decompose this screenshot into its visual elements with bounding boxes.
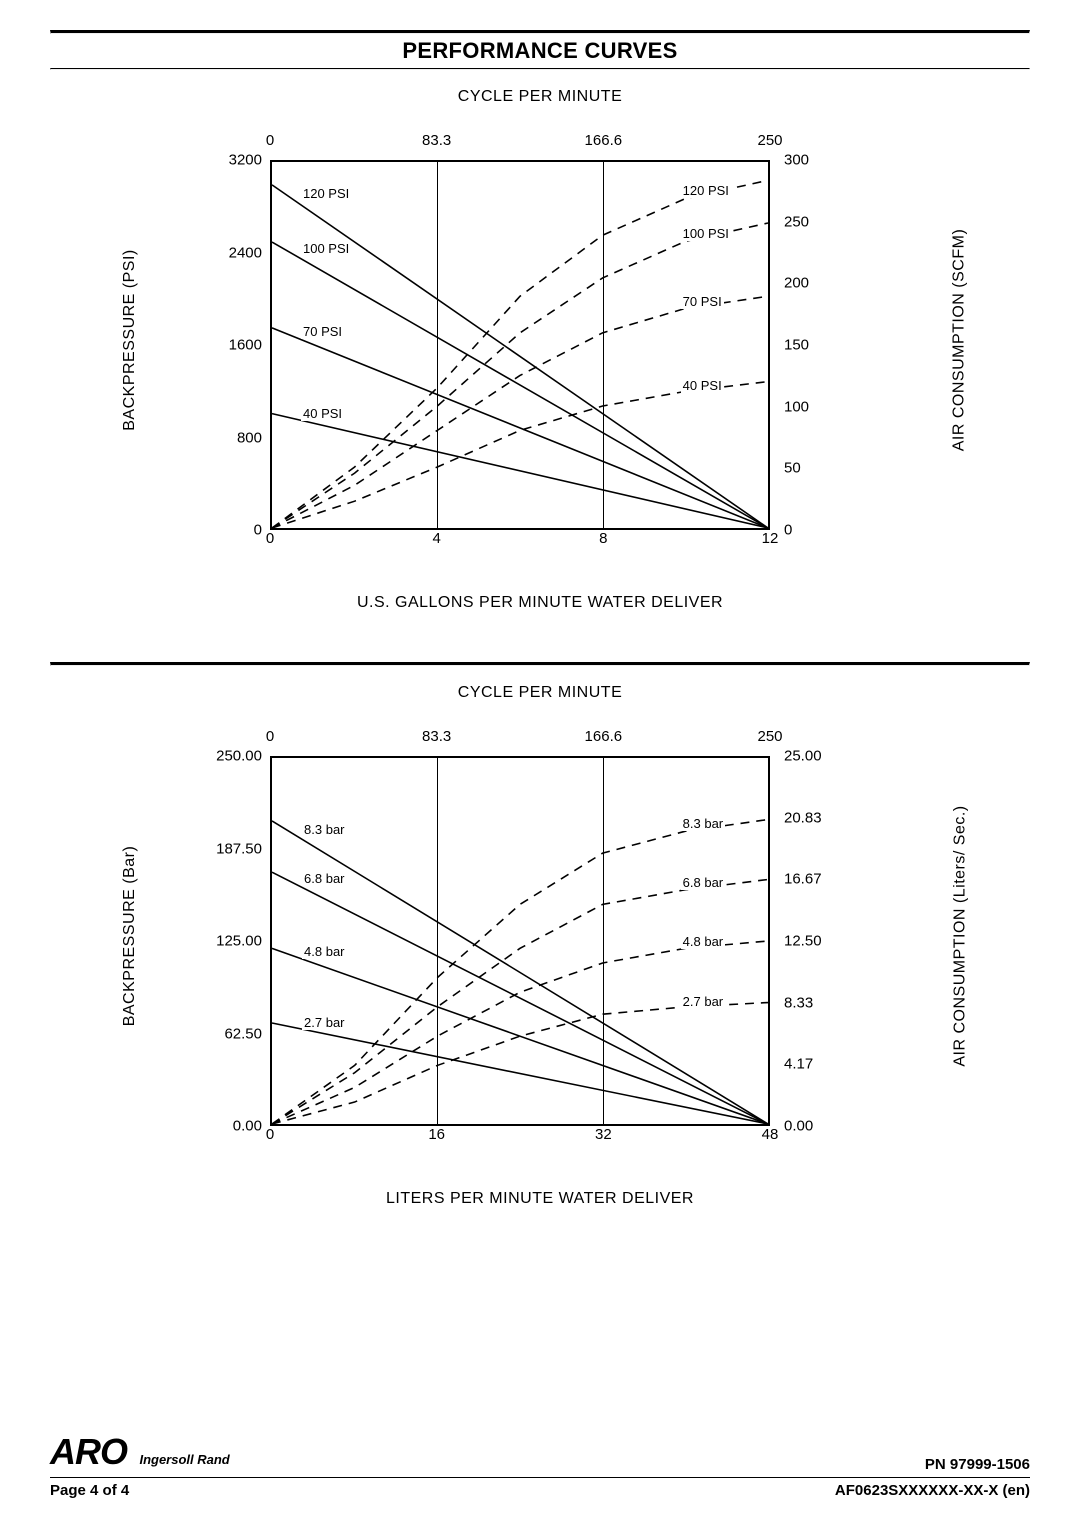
chart1-right-axis-title: AIR CONSUMPTION (SCFM) [951, 229, 969, 452]
series-dashed [272, 941, 768, 1124]
series-label-dashed: 4.8 bar [681, 934, 725, 949]
chart1-bottom-axis-title: U.S. GALLONS PER MINUTE WATER DELIVER [150, 594, 930, 612]
tick-y-left: 250.00 [216, 748, 262, 765]
chart2-bottom-axis-title: LITERS PER MINUTE WATER DELIVER [150, 1190, 930, 1208]
tick-x-top: 166.6 [585, 728, 623, 745]
series-solid [272, 948, 768, 1124]
series-label-dashed: 6.8 bar [681, 875, 725, 890]
tick-y-right: 100 [784, 398, 809, 415]
series-dashed [272, 296, 768, 528]
series-label-solid: 40 PSI [301, 406, 344, 421]
chart2-top-axis-title: CYCLE PER MINUTE [150, 684, 930, 702]
tick-y-left: 3200 [229, 152, 262, 169]
tick-x-top: 250 [757, 132, 782, 149]
grid-line-v [603, 758, 604, 1124]
tick-y-left: 62.50 [224, 1025, 262, 1042]
tick-y-right: 25.00 [784, 748, 822, 765]
chart2-left-axis-title: BACKPRESSURE (Bar) [121, 846, 139, 1027]
page-root: PERFORMANCE CURVES CYCLE PER MINUTE BACK… [0, 0, 1080, 1527]
series-label-dashed: 100 PSI [681, 226, 731, 241]
series-label-dashed: 70 PSI [681, 294, 724, 309]
grid-line-v [603, 162, 604, 528]
tick-y-left: 0 [254, 522, 262, 539]
tick-y-right: 150 [784, 337, 809, 354]
tick-y-left: 125.00 [216, 933, 262, 950]
grid-line-v [437, 162, 438, 528]
series-label-solid: 2.7 bar [302, 1015, 346, 1030]
doc-code: AF0623SXXXXXX-XX-X (en) [835, 1482, 1030, 1499]
tick-y-right: 0 [784, 522, 792, 539]
series-label-solid: 70 PSI [301, 324, 344, 339]
series-label-dashed: 2.7 bar [681, 994, 725, 1009]
tick-y-left: 187.50 [216, 840, 262, 857]
tick-x-bottom: 48 [762, 1126, 779, 1143]
tick-x-bottom: 32 [595, 1126, 612, 1143]
chart-1: CYCLE PER MINUTE BACKPRESSURE (PSI) AIR … [150, 88, 930, 612]
chart1-axes: BACKPRESSURE (PSI) AIR CONSUMPTION (SCFM… [150, 120, 930, 560]
series-label-dashed: 8.3 bar [681, 816, 725, 831]
tick-x-bottom: 8 [599, 530, 607, 547]
chart2-axes: BACKPRESSURE (Bar) AIR CONSUMPTION (Lite… [150, 716, 930, 1156]
tick-y-left: 800 [237, 429, 262, 446]
tick-x-top: 0 [266, 132, 274, 149]
tick-y-right: 300 [784, 152, 809, 169]
tick-y-left: 2400 [229, 244, 262, 261]
mid-rule [50, 662, 1030, 666]
series-dashed [272, 382, 768, 528]
tick-y-left: 0.00 [233, 1118, 262, 1135]
series-label-solid: 4.8 bar [302, 944, 346, 959]
tick-x-bottom: 0 [266, 530, 274, 547]
series-label-solid: 100 PSI [301, 241, 351, 256]
series-solid [272, 328, 768, 528]
tick-y-right: 200 [784, 275, 809, 292]
tick-y-right: 8.33 [784, 994, 813, 1011]
tick-y-left: 1600 [229, 337, 262, 354]
tick-x-top: 166.6 [585, 132, 623, 149]
header-rule-top [50, 30, 1030, 34]
tick-x-top: 83.3 [422, 728, 451, 745]
page-title: PERFORMANCE CURVES [50, 38, 1030, 64]
tick-x-bottom: 12 [762, 530, 779, 547]
header-rule-bottom [50, 68, 1030, 70]
page-info: Page 4 of 4 [50, 1482, 129, 1499]
series-solid [272, 1023, 768, 1124]
chart1-plot-area: 120 PSI 100 PSI 70 PSI 40 PSI 120 PSI 100 PSI… [270, 160, 770, 530]
chart-2: CYCLE PER MINUTE BACKPRESSURE (Bar) AIR … [150, 684, 930, 1208]
tick-x-top: 0 [266, 728, 274, 745]
tick-y-right: 12.50 [784, 933, 822, 950]
series-label-solid: 6.8 bar [302, 871, 346, 886]
logo-sub: Ingersoll Rand [139, 1452, 229, 1467]
chart1-svg [272, 162, 768, 528]
tick-y-right: 250 [784, 213, 809, 230]
series-label-dashed: 40 PSI [681, 378, 724, 393]
series-label-dashed: 120 PSI [681, 183, 731, 198]
tick-y-right: 0.00 [784, 1118, 813, 1135]
tick-x-top: 83.3 [422, 132, 451, 149]
chart1-left-axis-title: BACKPRESSURE (PSI) [121, 249, 139, 430]
series-label-solid: 8.3 bar [302, 822, 346, 837]
part-number: PN 97999-1506 [925, 1456, 1030, 1473]
chart2-right-axis-title: AIR CONSUMPTION (Liters/ Sec.) [951, 805, 969, 1066]
tick-y-right: 20.83 [784, 809, 822, 826]
logo-block: ARO Ingersoll Rand [50, 1431, 230, 1473]
tick-y-right: 4.17 [784, 1056, 813, 1073]
tick-x-bottom: 0 [266, 1126, 274, 1143]
page-footer: ARO Ingersoll Rand PN 97999-1506 Page 4 … [50, 1431, 1030, 1499]
series-label-solid: 120 PSI [301, 186, 351, 201]
tick-x-top: 250 [757, 728, 782, 745]
chart1-top-axis-title: CYCLE PER MINUTE [150, 88, 930, 106]
tick-x-bottom: 4 [432, 530, 440, 547]
tick-y-right: 16.67 [784, 871, 822, 888]
tick-y-right: 50 [784, 460, 801, 477]
grid-line-v [437, 758, 438, 1124]
series-solid [272, 414, 768, 528]
tick-x-bottom: 16 [428, 1126, 445, 1143]
chart2-plot-area: 8.3 bar 6.8 bar 4.8 bar 2.7 bar 8.3 bar 6.8 b… [270, 756, 770, 1126]
logo-main: ARO [50, 1431, 127, 1472]
